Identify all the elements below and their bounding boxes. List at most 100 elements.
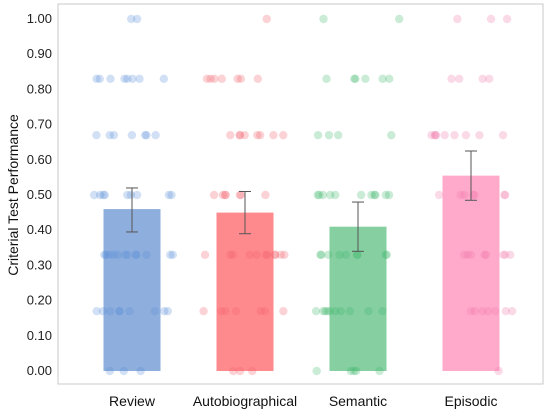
data-point — [105, 306, 115, 316]
data-point — [210, 74, 219, 84]
data-point — [453, 14, 462, 24]
data-point — [240, 130, 249, 140]
data-point — [236, 190, 246, 200]
data-point — [353, 250, 362, 260]
data-point — [387, 130, 396, 140]
data-point — [466, 306, 476, 316]
data-point — [450, 130, 459, 140]
data-point — [236, 74, 246, 84]
data-point — [100, 190, 110, 200]
y-axis-title: Criterial Test Performance — [5, 114, 21, 276]
data-point — [507, 306, 517, 316]
data-point — [279, 130, 288, 140]
data-point — [323, 306, 332, 316]
data-point — [105, 130, 114, 140]
data-point — [123, 250, 132, 260]
data-point — [115, 306, 124, 316]
data-point — [501, 306, 511, 316]
data-point — [378, 74, 387, 84]
bar — [103, 209, 161, 371]
data-point — [349, 366, 359, 376]
data-point — [105, 250, 114, 260]
data-point — [95, 190, 105, 200]
data-point — [430, 130, 439, 140]
data-point — [499, 250, 508, 260]
data-point — [469, 190, 478, 200]
data-point — [500, 190, 510, 200]
data-point — [427, 130, 436, 140]
data-point — [334, 130, 343, 140]
data-point — [470, 190, 479, 200]
data-point — [280, 250, 289, 260]
data-point — [216, 306, 226, 316]
y-tick-label: 0.60 — [27, 152, 52, 167]
data-point — [135, 74, 144, 84]
data-point — [92, 130, 101, 140]
data-point — [235, 130, 245, 140]
data-point — [125, 306, 134, 316]
data-point — [168, 250, 177, 260]
data-point — [498, 130, 508, 140]
data-point — [199, 306, 208, 316]
data-point — [248, 366, 257, 376]
data-point — [260, 306, 270, 316]
data-point — [440, 130, 449, 140]
data-point — [231, 306, 241, 316]
x-category-label: Semantic — [329, 393, 387, 409]
data-point — [336, 306, 346, 316]
data-point — [384, 190, 394, 200]
data-point — [261, 190, 270, 200]
data-point — [316, 250, 325, 260]
data-point — [99, 190, 108, 200]
data-point — [502, 14, 512, 24]
data-point — [142, 250, 151, 260]
y-tick-label: 0.90 — [27, 46, 52, 61]
y-axis-ticks: 0.00 0.10 0.20 0.30 0.40 0.50 0.60 0.70 0.80 0.90… — [27, 11, 52, 378]
data-point — [311, 306, 321, 316]
data-point — [121, 250, 130, 260]
bars — [103, 175, 500, 371]
data-point — [351, 74, 360, 84]
data-point — [335, 250, 344, 260]
data-point — [475, 130, 484, 140]
data-point — [225, 250, 235, 260]
data-point — [361, 74, 370, 84]
data-point — [466, 250, 476, 260]
data-point — [126, 190, 136, 200]
data-point — [253, 74, 263, 84]
data-point — [318, 190, 328, 200]
data-point — [109, 250, 118, 260]
data-point — [279, 306, 288, 316]
data-point — [381, 190, 390, 200]
error-bars — [126, 150, 477, 252]
data-point — [226, 130, 235, 140]
data-point — [375, 366, 384, 376]
x-axis-categories: Review Autobiographical Semantic Episodic — [109, 393, 497, 409]
data-point — [235, 130, 245, 140]
y-tick-label: 0.30 — [27, 257, 52, 272]
data-point — [454, 74, 464, 84]
data-point — [480, 250, 489, 260]
data-point — [331, 190, 340, 200]
data-point — [325, 190, 335, 200]
data-point — [142, 130, 151, 140]
data-point — [101, 250, 111, 260]
data-point — [313, 190, 322, 200]
data-point — [456, 190, 465, 200]
data-point — [345, 306, 355, 316]
data-point — [166, 250, 175, 260]
data-point — [113, 250, 122, 260]
data-point — [317, 250, 326, 260]
data-point — [217, 74, 227, 84]
data-point — [221, 190, 230, 200]
data-point — [506, 250, 515, 260]
data-point — [163, 306, 173, 316]
data-point — [395, 14, 404, 24]
data-point — [485, 74, 494, 84]
data-point — [90, 190, 99, 200]
data-points — [90, 14, 517, 376]
data-point — [382, 250, 392, 260]
data-point — [324, 250, 333, 260]
data-point — [100, 250, 109, 260]
